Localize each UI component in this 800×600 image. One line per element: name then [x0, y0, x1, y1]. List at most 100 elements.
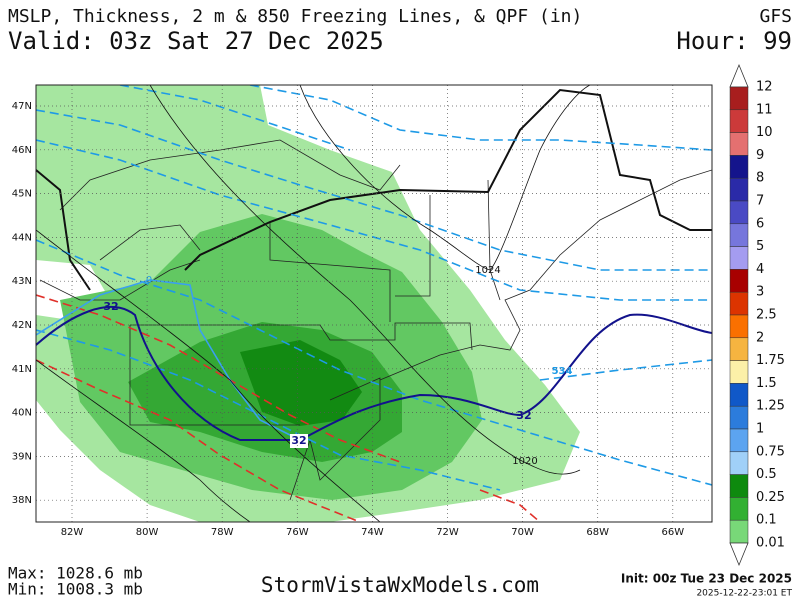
country-border: [36, 88, 712, 291]
valid-time: Valid: 03z Sat 27 Dec 2025: [8, 27, 384, 55]
thickness-line: [539, 359, 712, 381]
legend-swatch: [729, 86, 749, 111]
lon-label: 78W: [211, 527, 234, 538]
lat-label: 44N: [12, 232, 32, 243]
state-border: [269, 222, 391, 322]
legend-label: 1: [756, 422, 764, 437]
contour-label: 1020: [512, 456, 537, 467]
legend-label: 6: [756, 216, 764, 231]
legend-label: 7: [756, 194, 764, 209]
contour-label: 32: [103, 300, 118, 313]
legend-label: 3: [756, 285, 764, 300]
legend-swatch: [729, 109, 749, 133]
isobar: [299, 85, 591, 271]
site-name: StormVistaWxModels.com: [261, 573, 539, 597]
map-area: 0 32 32 32 534 1024 1020: [36, 85, 712, 522]
thickness-lines: [36, 85, 712, 491]
coastline: [289, 377, 381, 501]
thickness-line: [36, 329, 501, 491]
legend-label: 0.01: [756, 536, 785, 551]
zero-line: [36, 279, 301, 441]
freezing-850-line: [36, 306, 712, 441]
isobar: [149, 85, 581, 475]
legend-label: 0.75: [756, 444, 785, 459]
legend-label: 0.25: [756, 490, 785, 505]
legend-swatch: [729, 177, 749, 202]
freezing-line: [36, 359, 361, 522]
legend-swatch: [729, 474, 749, 498]
legend-swatch: [729, 291, 749, 316]
state-border: [395, 195, 431, 297]
legend-swatch: [729, 405, 749, 430]
isobar: [36, 229, 381, 522]
map-frame: [35, 84, 713, 523]
legend-label: 11: [756, 102, 773, 117]
legend-label: 9: [756, 148, 764, 163]
legend-arrow: [729, 63, 749, 88]
legend-label: 1.5: [756, 376, 777, 391]
freezing-line: [479, 489, 541, 522]
lat-label: 46N: [12, 145, 32, 156]
contour-label: 0: [146, 275, 152, 286]
legend-swatch: [729, 223, 749, 247]
lat-label: 47N: [12, 101, 32, 112]
legend-swatch: [729, 337, 749, 361]
contour-label: 32: [516, 409, 531, 422]
lat-label: 39N: [12, 451, 32, 462]
lat-label: 43N: [12, 276, 32, 287]
legend-label: 12: [756, 80, 773, 95]
legend-swatch: [729, 269, 749, 293]
legend-swatch: [729, 360, 749, 384]
max-pressure: Max: 1028.6 mb: [8, 564, 143, 583]
coordinate-labels: 47N 46N 45N 44N 43N 42N 41N 40N 39N 38N 82W 80W 78W 7…: [12, 101, 684, 538]
lat-label: 42N: [12, 320, 32, 331]
min-pressure: Min: 1008.3 mb: [8, 580, 143, 599]
contour-label: 32: [291, 434, 306, 447]
legend-label: 0.1: [756, 513, 777, 528]
legend-label: 10: [756, 125, 773, 140]
lon-label: 68W: [586, 527, 609, 538]
legend: 12 11 10 9 8 7 6 5 4 3 2.5 2 1.75 1.5 1.25 1 0.75 0.5 0.25…: [729, 63, 785, 567]
lon-label: 70W: [511, 527, 534, 538]
label-box: [290, 434, 308, 448]
legend-label: 8: [756, 171, 764, 186]
thickness-line: [119, 85, 351, 151]
graticule: [36, 85, 712, 522]
lat-label: 40N: [12, 408, 32, 419]
title: MSLP, Thickness, 2 m & 850 Freezing Line…: [8, 6, 582, 27]
legend-swatch: [729, 200, 749, 225]
thickness-line: [36, 109, 712, 271]
legend-label: 2: [756, 330, 764, 345]
lon-label: 82W: [61, 527, 84, 538]
lon-label: 66W: [661, 527, 684, 538]
lake-shore: [39, 259, 201, 301]
lat-label: 41N: [12, 364, 32, 375]
precip-gap: [300, 85, 340, 118]
legend-swatch: [729, 519, 749, 544]
legend-arrow: [729, 542, 749, 567]
legend-swatch: [729, 497, 749, 521]
legend-label: 4: [756, 262, 764, 277]
legend-swatch: [729, 314, 749, 339]
legend-swatch: [729, 428, 749, 453]
legend-label: 5: [756, 239, 764, 254]
legend-label: 1.25: [756, 399, 785, 414]
legend-swatch: [729, 155, 749, 179]
contour-label: 1024: [475, 265, 500, 276]
thickness-line: [249, 85, 712, 151]
lat-label: 45N: [12, 189, 32, 200]
model-name: GFS: [759, 6, 792, 27]
lon-label: 72W: [436, 527, 459, 538]
thickness-line: [36, 239, 712, 486]
coastline: [379, 169, 712, 381]
init-time: Init: 00z Tue 23 Dec 2025: [621, 572, 792, 586]
legend-swatch: [729, 383, 749, 407]
lon-label: 74W: [361, 527, 384, 538]
legend-swatch: [729, 451, 749, 475]
lake-shore: [59, 139, 401, 211]
legend-label: 2.5: [756, 308, 777, 323]
isobar: [36, 359, 251, 522]
legend-swatch: [729, 132, 749, 156]
